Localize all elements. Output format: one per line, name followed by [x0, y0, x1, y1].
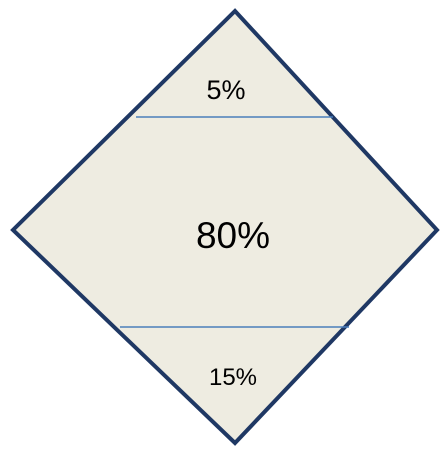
middle-segment-label: 80% [196, 215, 270, 256]
top-segment-label: 5% [206, 75, 245, 105]
bottom-segment-label: 15% [209, 364, 257, 391]
diamond-shape [10, 8, 440, 446]
